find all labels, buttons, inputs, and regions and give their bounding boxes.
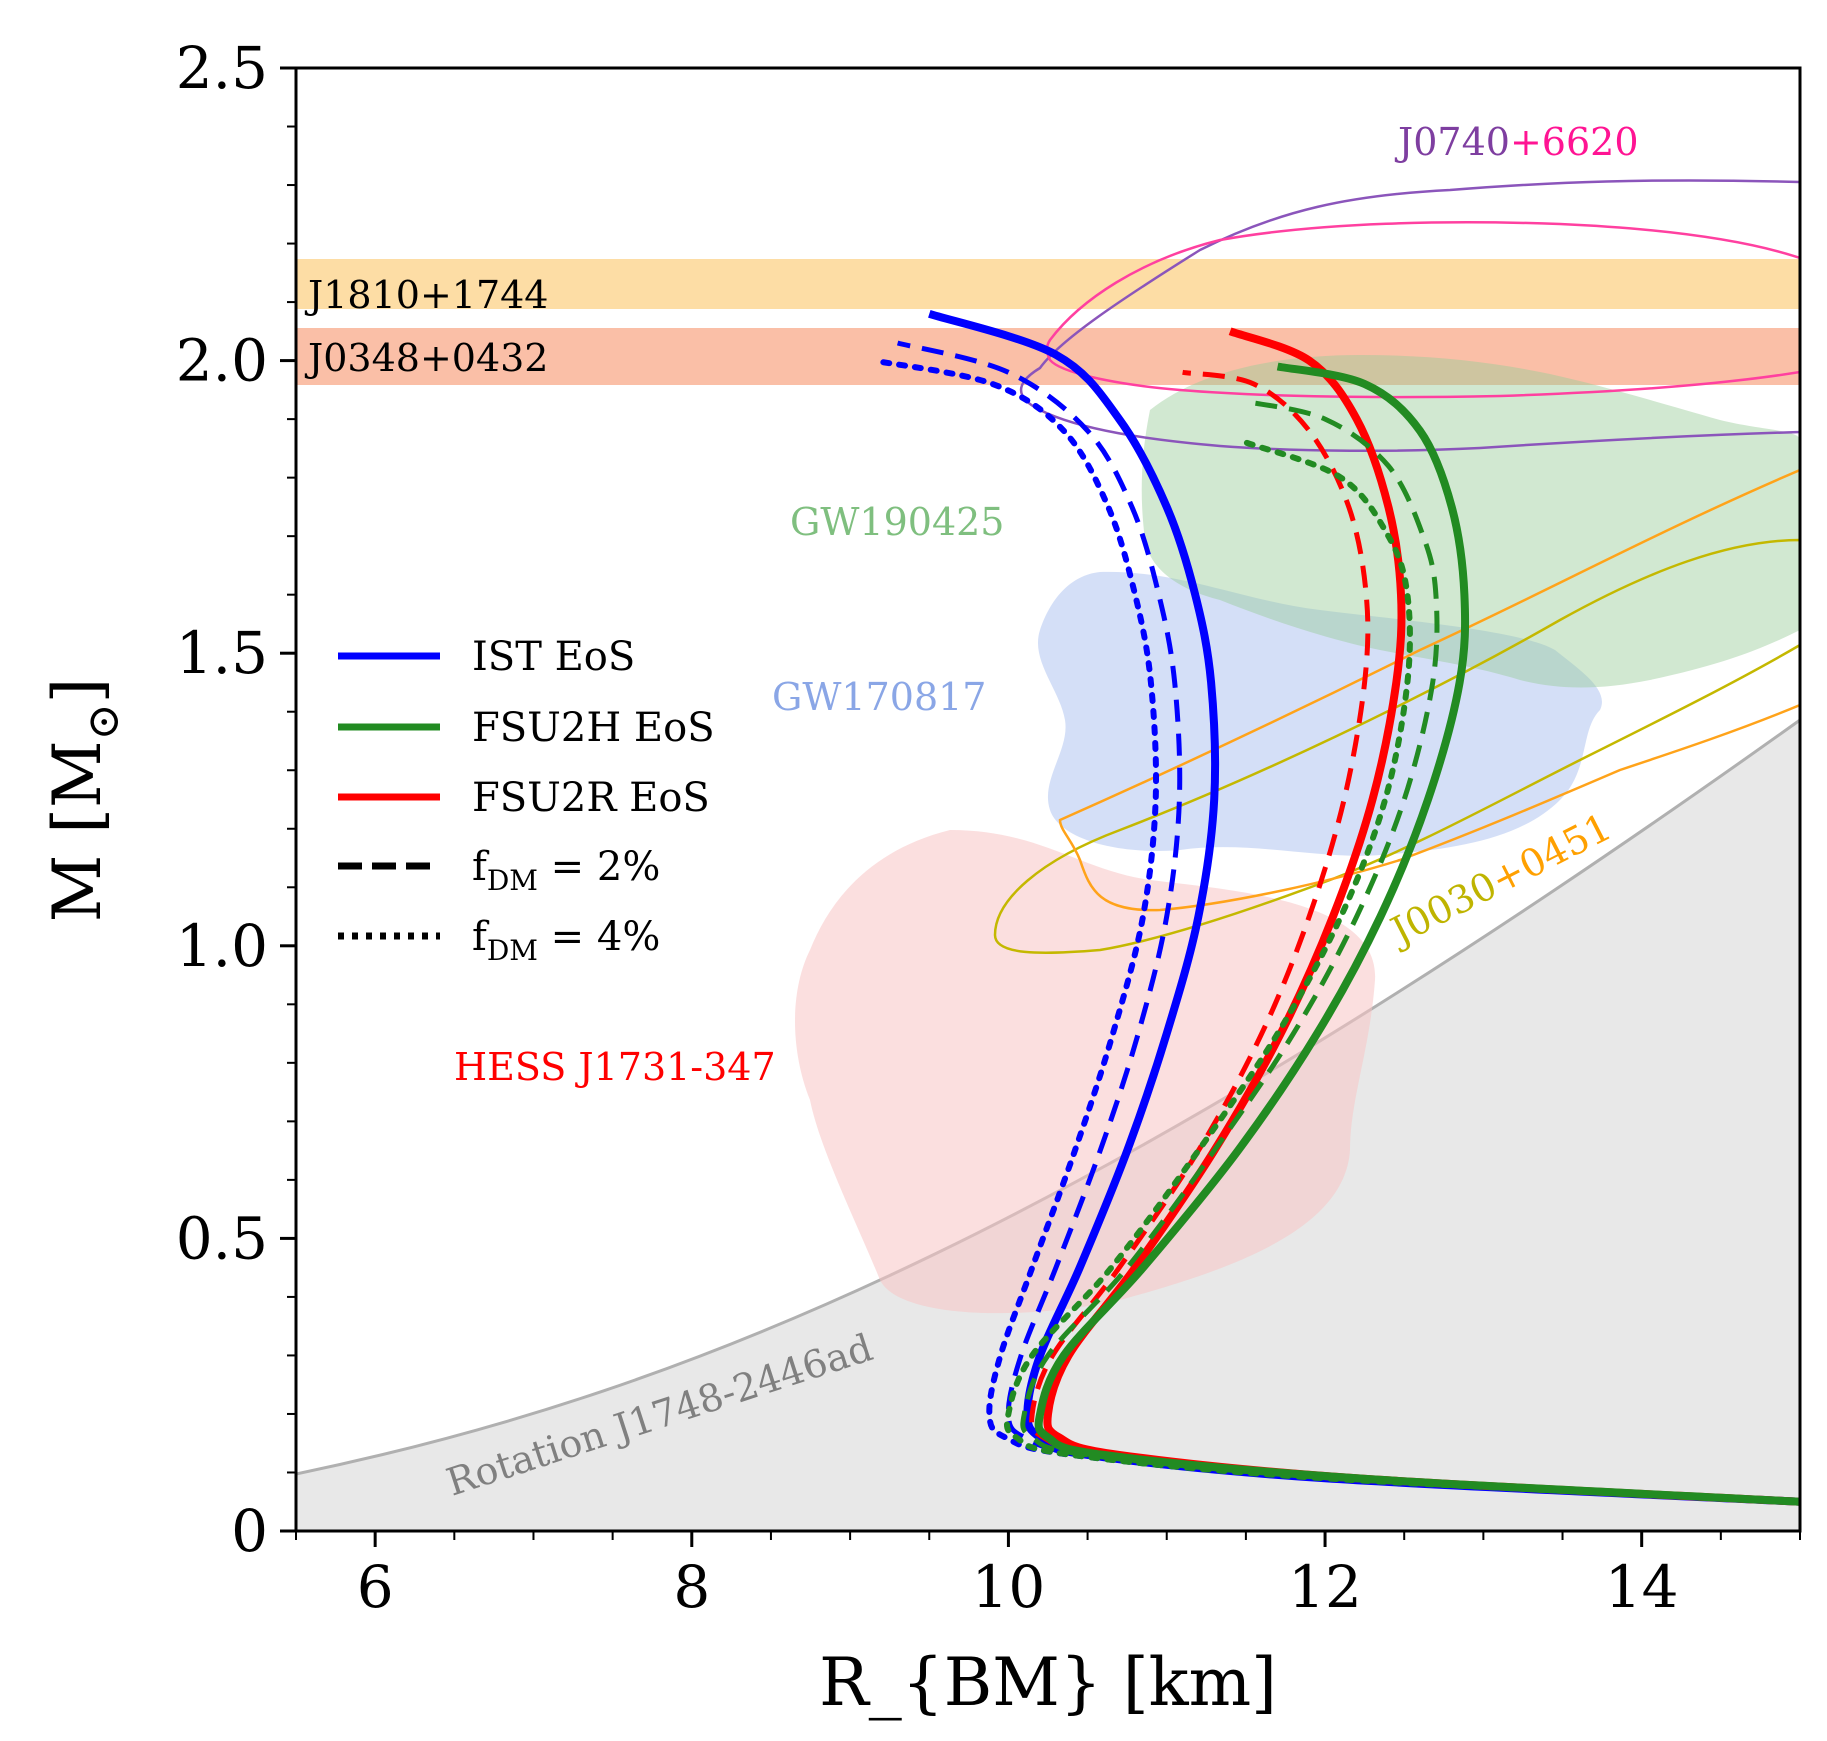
legend-item-ist: IST EoS (338, 634, 635, 680)
legend-label-fsu2r: FSU2R EoS (472, 775, 710, 821)
series-line-5 (1034, 362, 1800, 1506)
x-axis-label: R_{BM} [km] (819, 1644, 1277, 1721)
j0740-contour-pink (1045, 221, 1800, 399)
annotation-j0740: J0740+6620 (1394, 120, 1639, 164)
plot-frame (294, 66, 1802, 1533)
legend-label-fdm4-value: = 4% (538, 914, 660, 960)
legend-label-ist: IST EoS (472, 634, 635, 680)
x-tick-label-14: 14 (1605, 1553, 1679, 1621)
legend-item-fdm2: fDM = 2% (338, 844, 660, 897)
legend-item-fsu2r: FSU2R EoS (338, 775, 710, 821)
x-tick-label-8: 8 (673, 1553, 710, 1621)
band-label-j0348: J0348+0432 (304, 336, 549, 380)
annotation-gw190425: GW190425 (790, 500, 1004, 544)
legend-label-fdm4: fDM = 4% (472, 914, 660, 967)
annotation-hess: HESS J1731-347 (454, 1045, 776, 1089)
eos-curves (870, 309, 1800, 1506)
y-tick-label-0.5: 0.5 (176, 1204, 268, 1272)
x-tick-label-12: 12 (1288, 1553, 1362, 1621)
y-tick-label-1.5: 1.5 (176, 619, 268, 687)
y-tick-label-2.5: 2.5 (176, 34, 268, 102)
axis-ticks: 6 8 10 12 14 0 0.5 1.0 1.5 2.0 2.5 (176, 34, 1801, 1621)
y-tick-label-2.0: 2.0 (176, 327, 268, 395)
hess-region (795, 830, 1376, 1314)
x-tick-label-6: 6 (357, 1553, 394, 1621)
j0740-contour-purple (1019, 179, 1800, 453)
legend-label-fdm2: fDM = 2% (472, 844, 660, 897)
legend: IST EoS FSU2H EoS FSU2R EoS fDM = 2% fDM… (338, 634, 715, 967)
legend-label-fdm4-sub: DM (487, 934, 538, 967)
series-line-6 (1020, 399, 1800, 1505)
y-tick-label-0: 0 (231, 1497, 268, 1565)
rotation-excluded-region (296, 720, 1800, 1531)
y-tick-label-1.0: 1.0 (176, 912, 268, 980)
y-axis-label: M [M⊙] (39, 678, 129, 923)
annotation-j0740-suffix: +6620 (1510, 120, 1639, 164)
legend-label-fdm2-value: = 2% (538, 844, 660, 890)
legend-item-fsu2h: FSU2H EoS (338, 705, 715, 751)
legend-item-fdm4: fDM = 4% (338, 914, 660, 967)
legend-label-fsu2h: FSU2H EoS (472, 705, 715, 751)
band-label-j1810: J1810+1744 (304, 273, 549, 317)
series-line-4 (1029, 369, 1800, 1505)
legend-label-fdm2-sub: DM (487, 864, 538, 897)
j0030-contour-yellow (993, 538, 1800, 955)
series-line-7 (1003, 439, 1800, 1505)
annotation-gw170817: GW170817 (772, 675, 986, 719)
y-axis-label-symbol: ⊙ (78, 703, 129, 740)
band-j1810 (296, 259, 1800, 309)
y-axis-label-close: ] (39, 678, 116, 704)
x-tick-label-10: 10 (972, 1553, 1046, 1621)
